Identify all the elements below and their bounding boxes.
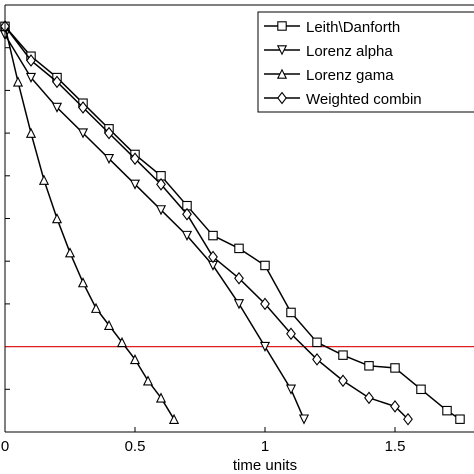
marker [455, 414, 465, 424]
marker [90, 302, 102, 313]
marker [403, 412, 413, 426]
marker [155, 392, 167, 403]
marker [390, 363, 400, 373]
marker [298, 414, 310, 425]
marker [168, 413, 180, 424]
marker [103, 319, 115, 331]
marker [64, 247, 76, 258]
marker [25, 72, 37, 84]
marker [259, 341, 271, 353]
marker [234, 243, 244, 254]
marker [155, 205, 167, 216]
marker [312, 353, 322, 366]
marker [442, 405, 452, 416]
marker [285, 384, 297, 395]
marker [286, 307, 296, 318]
legend-box [257, 11, 474, 113]
series-line [4, 26, 175, 420]
legend-label: Lorenz gama [306, 67, 394, 84]
marker [233, 299, 245, 310]
legend-marker [277, 91, 287, 105]
marker [208, 230, 218, 241]
x-tick-label: 0.5 [125, 438, 146, 455]
legend-item: Lorenz gama [264, 67, 394, 84]
marker [129, 179, 141, 190]
marker [390, 400, 400, 413]
marker [38, 174, 50, 185]
marker [104, 126, 114, 140]
marker [234, 271, 244, 285]
marker [260, 260, 270, 271]
legend-item: Weighted combin [264, 91, 422, 108]
legend-label: Weighted combin [306, 91, 422, 108]
marker [182, 207, 192, 221]
marker [312, 337, 322, 348]
marker [78, 101, 88, 114]
marker [116, 336, 128, 348]
marker [260, 297, 270, 311]
legend-marker [277, 21, 287, 31]
legend-item: Lorenz alpha [264, 43, 393, 60]
marker [181, 230, 193, 242]
marker [364, 391, 374, 405]
marker [338, 350, 348, 360]
marker [286, 327, 296, 341]
legend-item: Leith\Danforth [264, 19, 400, 36]
marker [338, 374, 348, 388]
series [0, 19, 413, 426]
marker [156, 177, 166, 191]
marker [130, 152, 140, 166]
marker [103, 153, 115, 165]
legend-marker [276, 68, 288, 79]
legend-label: Lorenz alpha [306, 43, 393, 60]
x-tick-label: 0 [1, 438, 9, 455]
x-axis-label: time units [233, 457, 297, 474]
marker [142, 375, 154, 386]
marker [12, 76, 24, 87]
legend-marker [276, 45, 288, 56]
marker [416, 384, 426, 395]
series [0, 30, 310, 425]
marker [129, 353, 141, 365]
legend-label: Leith\Danforth [306, 19, 400, 36]
marker [52, 75, 62, 89]
marker [77, 277, 89, 288]
marker [51, 213, 63, 224]
marker [208, 250, 218, 264]
marker [77, 128, 89, 139]
x-tick-label: 1 [261, 438, 269, 455]
marker [26, 54, 36, 67]
marker [51, 102, 63, 113]
marker [25, 127, 37, 138]
x-tick-label: 1.5 [385, 438, 406, 455]
marker [364, 361, 374, 371]
series [0, 20, 180, 424]
